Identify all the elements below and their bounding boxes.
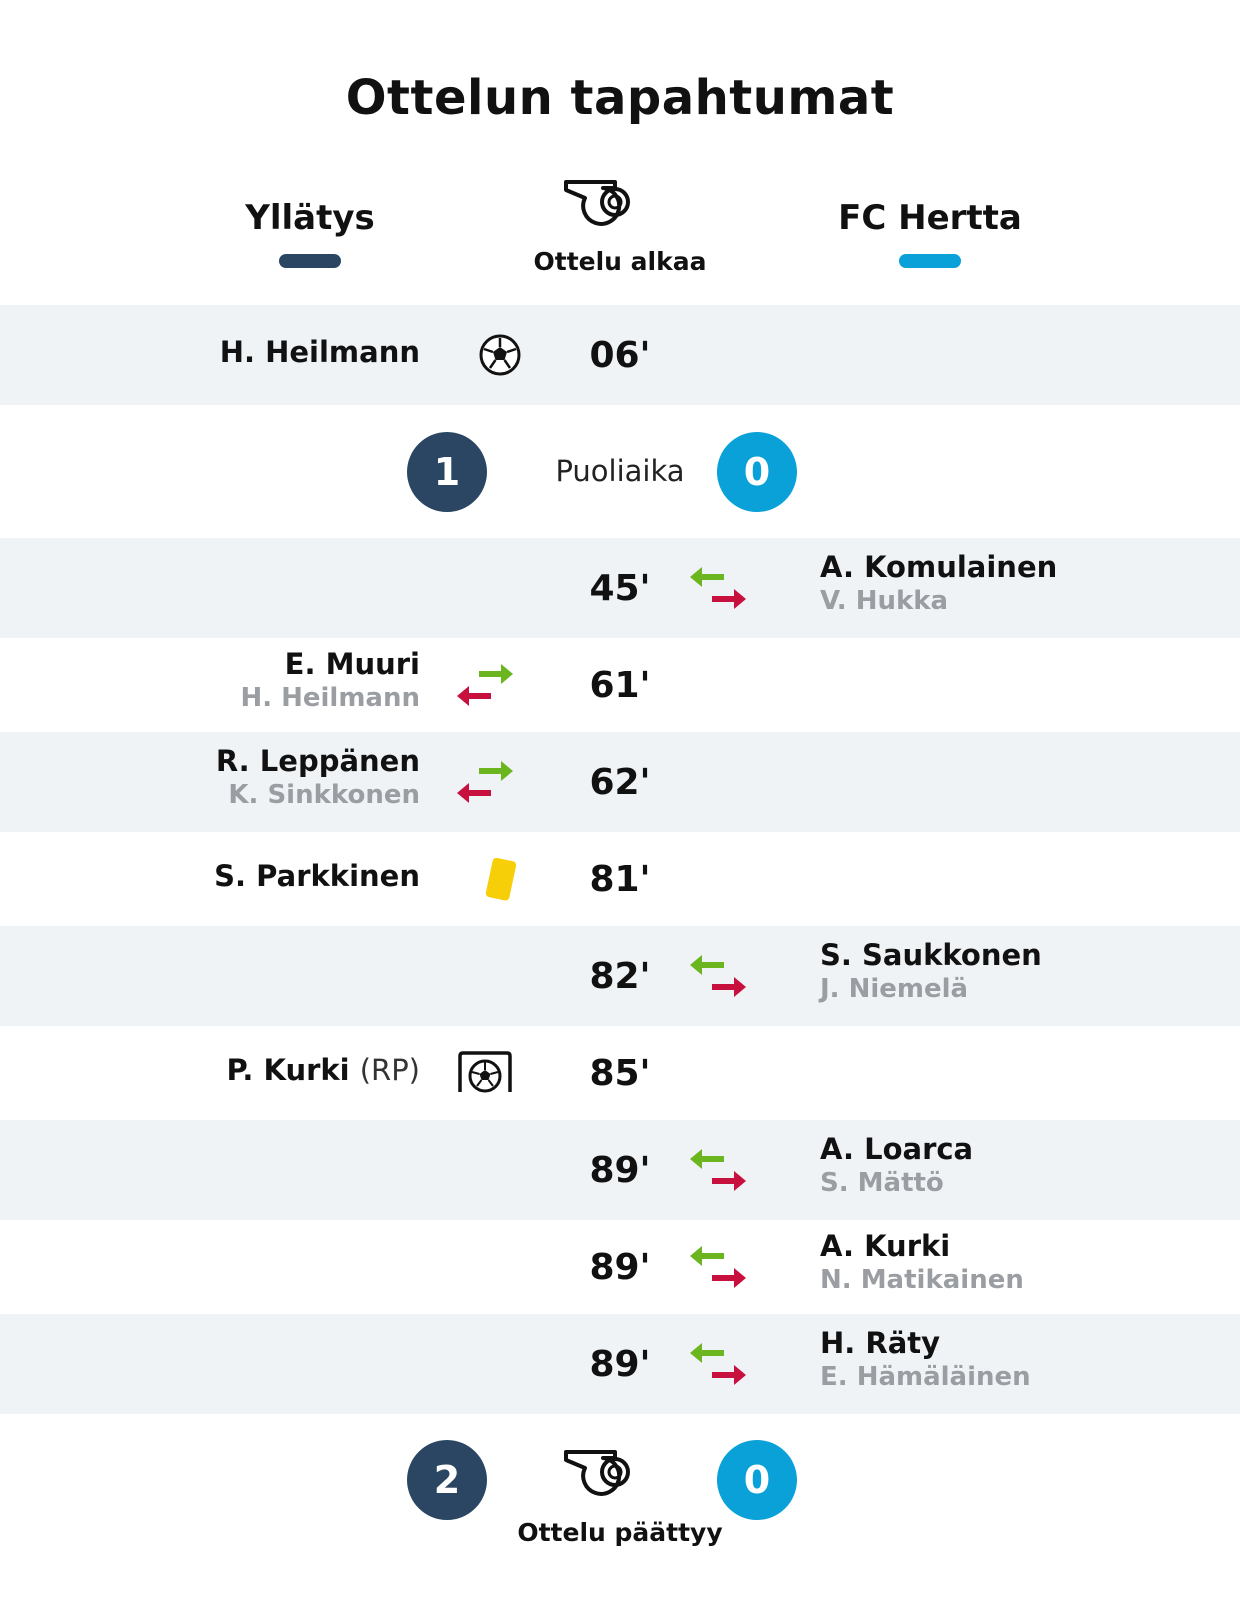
event-row: 85' P. Kurki (RP) bbox=[0, 1023, 1240, 1123]
player-name-text: H. Heilmann bbox=[219, 335, 420, 369]
whistle-icon bbox=[564, 180, 630, 226]
substitution-icon bbox=[688, 951, 746, 1001]
substitution-icon bbox=[688, 1242, 746, 1292]
player-name-text: A. Loarca bbox=[820, 1132, 974, 1166]
halftime-away-score: 0 bbox=[717, 432, 797, 512]
player-name: R. Leppänen bbox=[20, 744, 420, 778]
event-minute: 89' bbox=[589, 1247, 651, 1288]
event-minute: 89' bbox=[589, 1150, 651, 1191]
event-minute: 82' bbox=[589, 956, 651, 997]
away-team-color-bar bbox=[899, 254, 961, 268]
player-name: S. Parkkinen bbox=[20, 859, 420, 893]
substituted-player-name: V. Hukka bbox=[820, 586, 949, 616]
player-name: H. Räty bbox=[820, 1326, 1220, 1360]
event-player-block: P. Kurki (RP) bbox=[20, 1053, 420, 1087]
substitution-icon bbox=[688, 563, 746, 613]
substitution-icon bbox=[455, 660, 513, 710]
player-name: A. Kurki bbox=[820, 1229, 1220, 1263]
whistle-icon bbox=[564, 1450, 630, 1496]
event-player-block: R. Leppänen K. Sinkkonen bbox=[20, 744, 420, 812]
event-minute: 81' bbox=[589, 859, 651, 900]
event-row: 89' H. Räty E. Hämäläinen bbox=[0, 1314, 1240, 1414]
event-player-block: S. Parkkinen bbox=[20, 859, 420, 893]
event-minute: 61' bbox=[589, 665, 651, 706]
event-player-block: A. Komulainen V. Hukka bbox=[820, 550, 1220, 618]
substituted-player-name: K. Sinkkonen bbox=[228, 780, 420, 810]
substituted-player-name: J. Niemelä bbox=[820, 974, 969, 1004]
player-name-text: H. Räty bbox=[820, 1326, 941, 1360]
event-row: 89' A. Kurki N. Matikainen bbox=[0, 1217, 1240, 1317]
event-row: 81' S. Parkkinen bbox=[0, 829, 1240, 929]
event-minute: 45' bbox=[589, 568, 651, 609]
match-start-label: Ottelu alkaa bbox=[533, 247, 707, 276]
player-name: P. Kurki (RP) bbox=[20, 1053, 420, 1087]
match-end-label: Ottelu päättyy bbox=[517, 1518, 723, 1547]
substituted-player-name: H. Heilmann bbox=[240, 683, 420, 713]
halftime-home-score: 1 bbox=[407, 432, 487, 512]
event-row: 89' A. Loarca S. Mättö bbox=[0, 1120, 1240, 1220]
away-team-name: FC Hertta bbox=[838, 198, 1022, 238]
home-team-name: Yllätys bbox=[245, 198, 375, 238]
fulltime-home-score: 2 bbox=[407, 1440, 487, 1520]
home-team-color-bar bbox=[279, 254, 341, 268]
player-name-text: A. Komulainen bbox=[820, 550, 1058, 584]
substitution-icon bbox=[688, 1339, 746, 1389]
player-name-text: S. Saukkonen bbox=[820, 938, 1042, 972]
event-row: 45' A. Komulainen V. Hukka bbox=[0, 538, 1240, 638]
substituted-player-name: S. Mättö bbox=[820, 1168, 944, 1198]
event-player-block: S. Saukkonen J. Niemelä bbox=[820, 938, 1220, 1006]
event-minute: 62' bbox=[589, 762, 651, 803]
event-player-block: H. Heilmann bbox=[20, 335, 420, 369]
player-name-text: R. Leppänen bbox=[215, 744, 420, 778]
player-name-text: S. Parkkinen bbox=[214, 859, 420, 893]
event-row: 06' H. Heilmann bbox=[0, 305, 1240, 405]
goal-icon bbox=[475, 330, 525, 380]
player-name: E. Muuri bbox=[20, 647, 420, 681]
penalty-goal-icon bbox=[455, 1048, 512, 1098]
event-row: 61' E. Muuri H. Heilmann bbox=[0, 635, 1240, 735]
substitution-icon bbox=[455, 757, 513, 807]
player-name-text: A. Kurki bbox=[820, 1229, 951, 1263]
player-name-text: P. Kurki bbox=[226, 1053, 350, 1087]
event-player-block: E. Muuri H. Heilmann bbox=[20, 647, 420, 715]
halftime-label: Puoliaika bbox=[555, 454, 685, 488]
page-title: Ottelun tapahtumat bbox=[345, 70, 895, 126]
player-name: A. Komulainen bbox=[820, 550, 1220, 584]
fulltime-away-score: 0 bbox=[717, 1440, 797, 1520]
penalty-note: (RP) bbox=[359, 1053, 420, 1087]
event-minute: 06' bbox=[589, 335, 651, 376]
event-player-block: H. Räty E. Hämäläinen bbox=[820, 1326, 1220, 1394]
substituted-player-name: E. Hämäläinen bbox=[820, 1362, 1031, 1392]
player-name: S. Saukkonen bbox=[820, 938, 1220, 972]
player-name-text: E. Muuri bbox=[284, 647, 420, 681]
event-minute: 89' bbox=[589, 1344, 651, 1385]
event-minute: 85' bbox=[589, 1053, 651, 1094]
substituted-player-name: N. Matikainen bbox=[820, 1265, 1024, 1295]
event-player-block: A. Kurki N. Matikainen bbox=[820, 1229, 1220, 1297]
substitution-icon bbox=[688, 1145, 746, 1195]
player-name: H. Heilmann bbox=[20, 335, 420, 369]
event-row: 82' S. Saukkonen J. Niemelä bbox=[0, 926, 1240, 1026]
event-player-block: A. Loarca S. Mättö bbox=[820, 1132, 1220, 1200]
event-row: 62' R. Leppänen K. Sinkkonen bbox=[0, 732, 1240, 832]
yellow-card-icon bbox=[475, 854, 525, 904]
player-name: A. Loarca bbox=[820, 1132, 1220, 1166]
